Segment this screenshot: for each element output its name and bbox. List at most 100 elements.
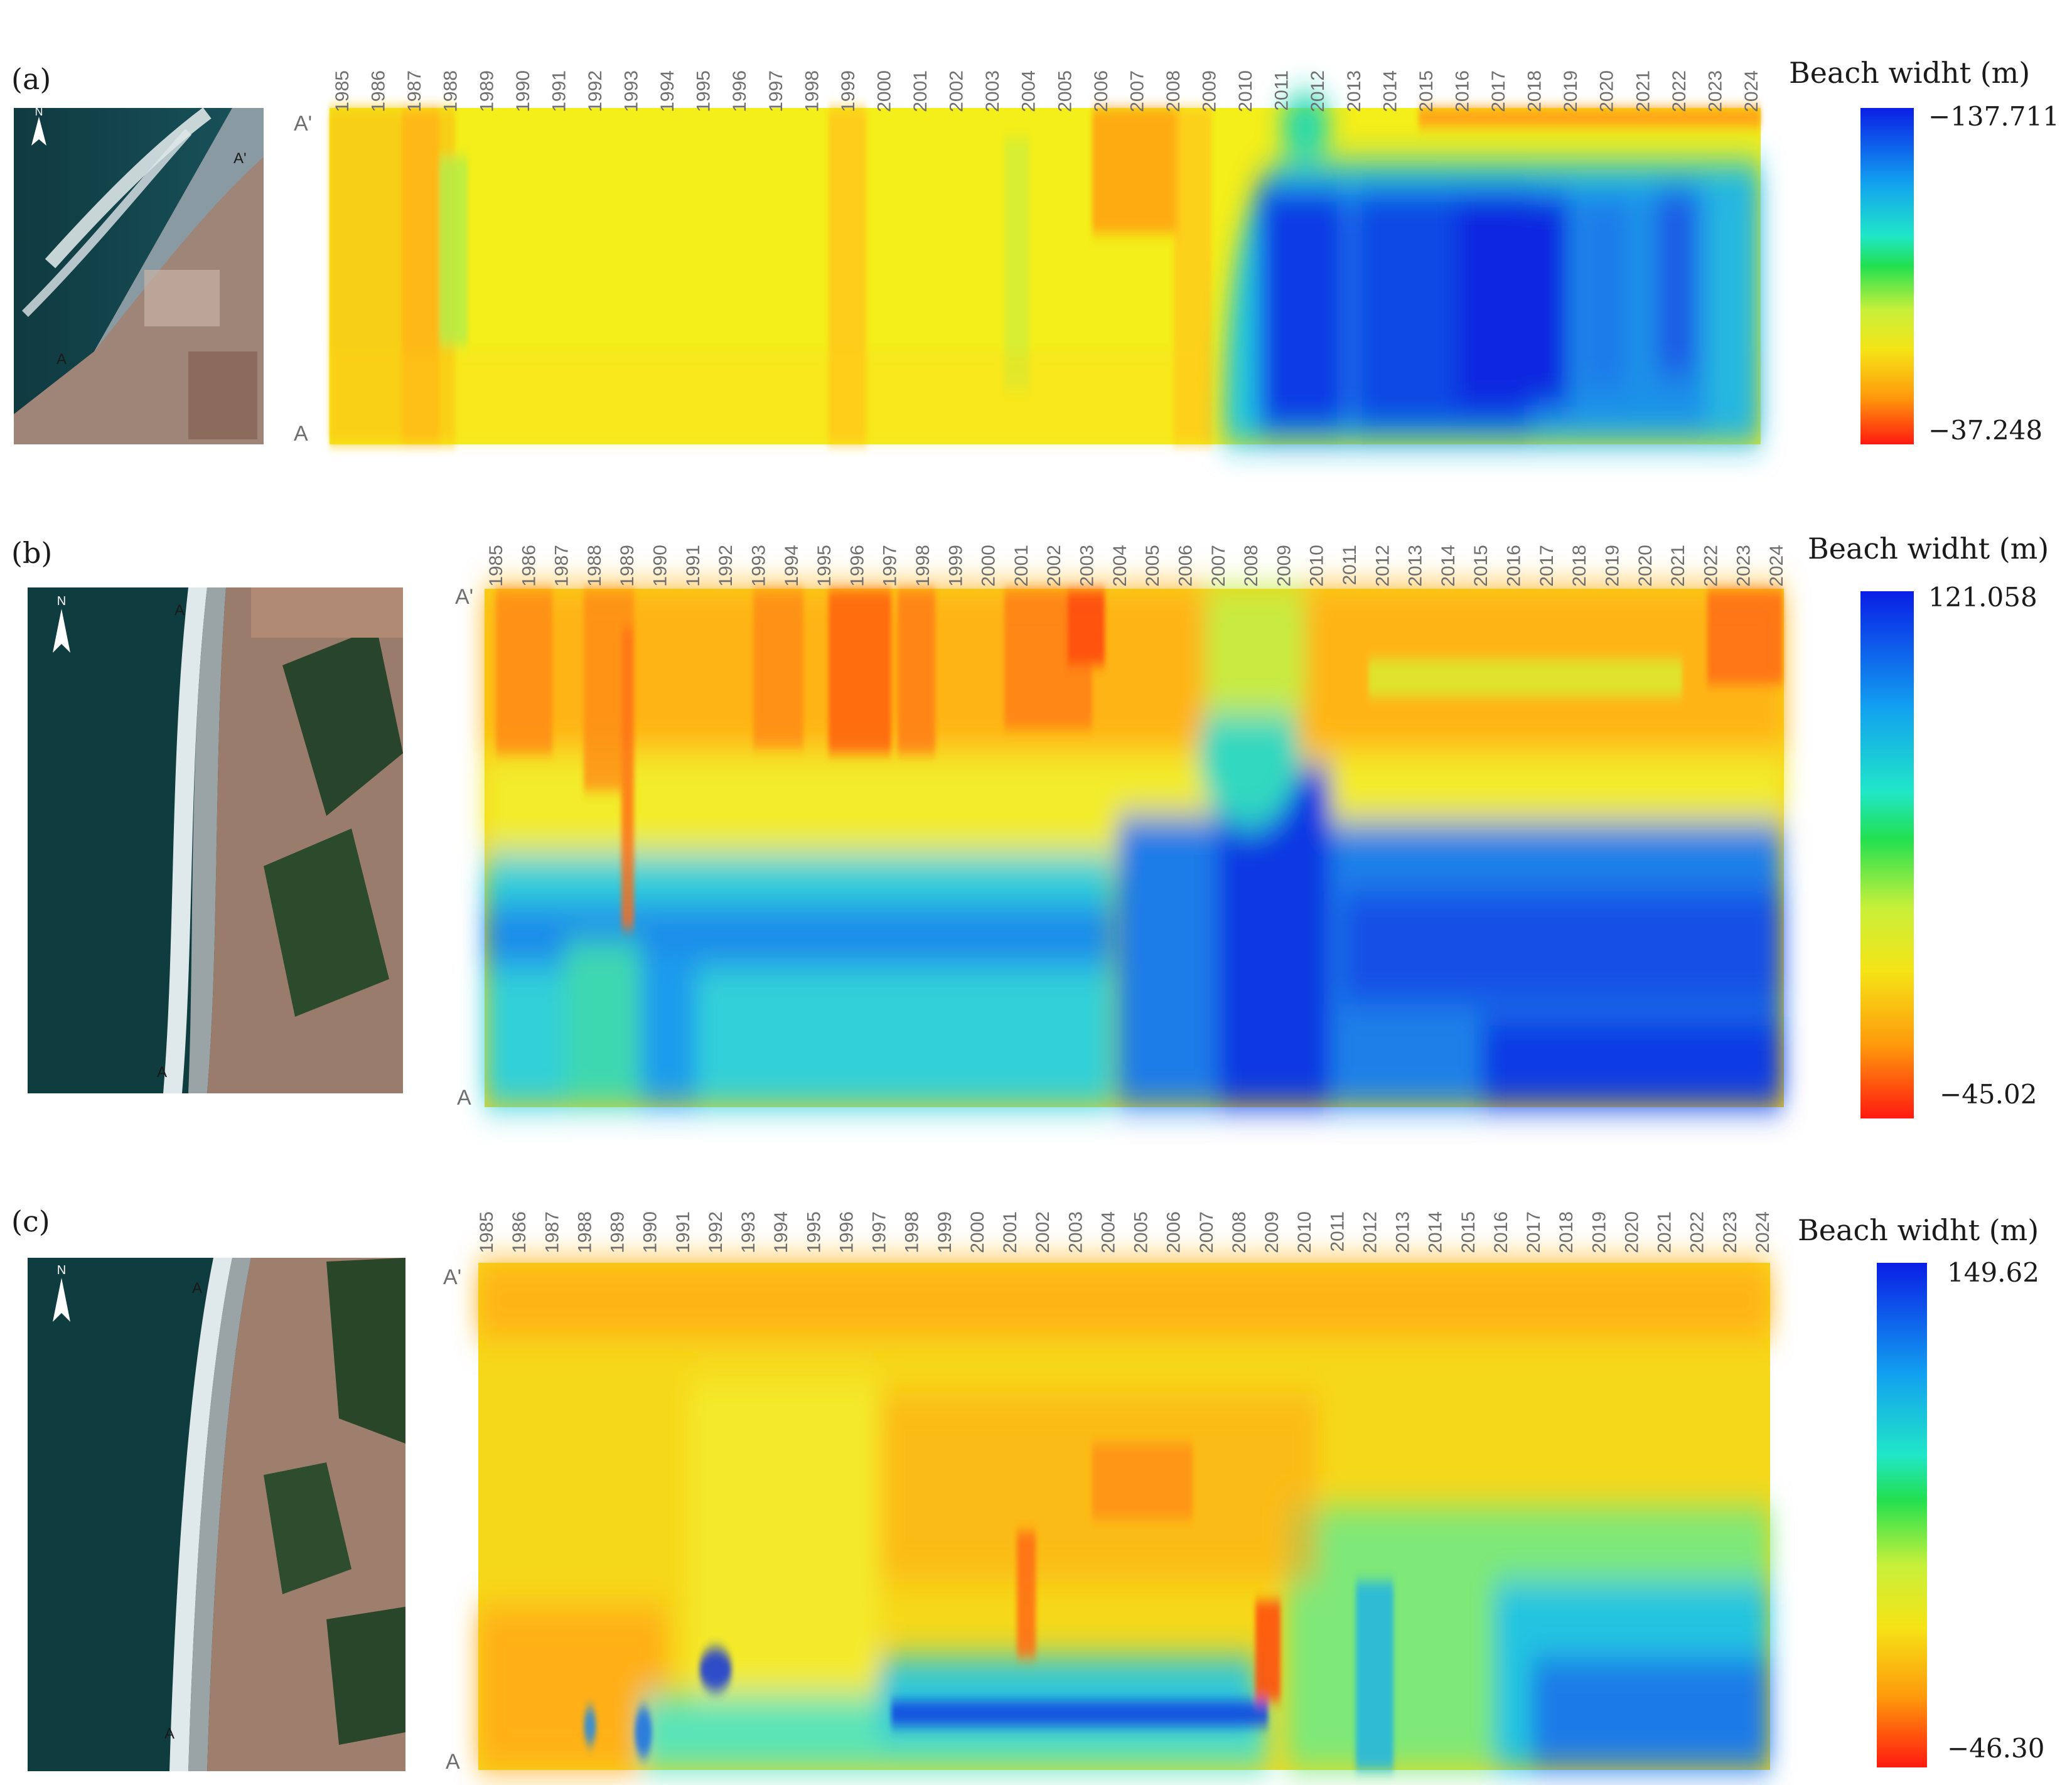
year-tick-label: 2021 <box>1633 70 1653 112</box>
year-tick-label: 1997 <box>766 70 786 112</box>
year-tick-label: 2009 <box>1274 545 1294 587</box>
year-tick-label: 2021 <box>1655 1211 1675 1253</box>
panel-b-year-ticks: 1985 1986 1987 1988 1989 1990 1991 1992 1993 1994… <box>486 545 1787 587</box>
year-tick-label: 1998 <box>913 545 933 587</box>
year-tick-label: 1986 <box>509 1211 530 1253</box>
year-tick-label: 1992 <box>716 545 736 587</box>
year-tick-label: 1985 <box>476 1211 497 1253</box>
year-tick-label: 1990 <box>513 70 534 112</box>
panel-c-label: (c) <box>11 1204 50 1238</box>
year-tick-label: 2017 <box>1488 70 1509 112</box>
year-tick-label: 2016 <box>1491 1211 1511 1253</box>
year-tick-label: 1987 <box>552 545 572 587</box>
year-tick-label: 2024 <box>1766 545 1787 587</box>
map-marker-bottom: A <box>164 1725 174 1742</box>
year-tick-label: 1995 <box>694 70 714 112</box>
year-tick-label: 2016 <box>1452 70 1473 112</box>
year-tick-label: 1993 <box>738 1211 759 1253</box>
year-tick-label: 2019 <box>1589 1211 1609 1253</box>
year-tick-label: 2013 <box>1405 545 1426 587</box>
year-tick-label: 2022 <box>1669 70 1690 112</box>
year-tick-label: 2015 <box>1458 1211 1479 1253</box>
year-tick-label: 1997 <box>869 1211 890 1253</box>
year-tick-label: 1987 <box>542 1211 562 1253</box>
year-tick-label: 1990 <box>650 545 671 587</box>
year-tick-label: 2007 <box>1196 1211 1217 1253</box>
year-tick-label: 2002 <box>1044 545 1065 587</box>
colorbar <box>1860 591 1914 1118</box>
year-tick-label: 1995 <box>814 545 835 587</box>
year-tick-label: 2018 <box>1556 1211 1577 1253</box>
year-tick-label: 1996 <box>729 70 750 112</box>
year-tick-label: 2009 <box>1262 1211 1282 1253</box>
year-tick-label: 1993 <box>748 545 769 587</box>
map-marker-top: A <box>174 602 185 619</box>
year-tick-label: 2020 <box>1621 1211 1642 1253</box>
year-tick-label: 2019 <box>1602 545 1623 587</box>
panel-c: (c) N A A <box>11 1204 2044 1774</box>
year-tick-label: 1990 <box>640 1211 661 1253</box>
year-tick-label: 1998 <box>802 70 822 112</box>
year-tick-label: 1987 <box>404 70 425 112</box>
year-tick-label: 2005 <box>1142 545 1163 587</box>
year-tick-label: 1989 <box>617 545 638 587</box>
year-tick-label: 2009 <box>1200 70 1220 112</box>
north-label: N <box>57 594 66 608</box>
year-tick-label: 2006 <box>1091 70 1112 112</box>
year-tick-label: 2011 <box>1327 1211 1348 1252</box>
year-tick-label: 2013 <box>1393 1211 1414 1253</box>
year-tick-label: 1985 <box>332 70 353 112</box>
year-tick-label: 1988 <box>574 1211 595 1253</box>
year-tick-label: 1992 <box>706 1211 726 1253</box>
panel-c-year-ticks: 1985 1986 1987 1988 1989 1990 1991 1992 1993 1994… <box>476 1211 1773 1253</box>
year-tick-label: 2020 <box>1635 545 1656 587</box>
year-tick-label: 2008 <box>1241 545 1262 587</box>
year-tick-label: 1986 <box>368 70 389 112</box>
year-tick-label: 2012 <box>1360 1211 1380 1253</box>
map-marker-bottom: A <box>157 1064 167 1081</box>
year-tick-label: 1994 <box>657 70 678 112</box>
year-tick-label: 2005 <box>1131 1211 1152 1253</box>
year-tick-label: 2007 <box>1208 545 1229 587</box>
year-tick-label: 1996 <box>836 1211 857 1253</box>
year-tick-label: 1988 <box>441 70 461 112</box>
north-arrow-icon <box>31 117 46 146</box>
year-tick-label: 2012 <box>1307 70 1328 112</box>
colorbar-min: −46.30 <box>1947 1733 2044 1764</box>
year-tick-label: 1989 <box>476 70 497 112</box>
year-tick-label: 2008 <box>1163 70 1184 112</box>
north-arrow-icon <box>53 1278 70 1322</box>
year-tick-label: 2003 <box>982 70 1003 112</box>
year-tick-label: 1993 <box>621 70 642 112</box>
panel-b-label: (b) <box>11 536 52 570</box>
year-tick-label: 1991 <box>683 545 704 587</box>
panel-c-map: N A A <box>28 1258 405 1771</box>
colorbar-title: Beach widht (m) <box>1798 1213 2039 1247</box>
map-marker-bottom: A <box>56 351 67 368</box>
colorbar-min: −37.248 <box>1928 415 2042 446</box>
year-tick-label: 2004 <box>1110 545 1130 587</box>
y-bottom-label: A <box>446 1750 460 1774</box>
year-tick-label: 2022 <box>1687 1211 1708 1253</box>
panel-a-heatmap <box>330 94 1761 444</box>
year-tick-label: 1994 <box>781 545 802 587</box>
year-tick-label: 1986 <box>518 545 539 587</box>
colorbar-title: Beach widht (m) <box>1808 532 2049 566</box>
map-marker-top: A <box>192 1280 202 1297</box>
year-tick-label: 1988 <box>584 545 605 587</box>
colorbar <box>1860 108 1914 444</box>
year-tick-label: 2020 <box>1597 70 1618 112</box>
panel-b: (b) N A A <box>11 532 2049 1118</box>
map-marker-top: A' <box>234 150 247 167</box>
year-tick-label: 2006 <box>1175 545 1196 587</box>
year-tick-label: 1998 <box>902 1211 923 1253</box>
year-tick-label: 1992 <box>585 70 606 112</box>
year-tick-label: 2015 <box>1416 70 1437 112</box>
year-tick-label: 1997 <box>880 545 901 587</box>
year-tick-label: 2006 <box>1164 1211 1184 1253</box>
year-tick-label: 2008 <box>1229 1211 1250 1253</box>
year-tick-label: 2001 <box>1011 545 1032 587</box>
north-arrow-icon <box>53 609 70 653</box>
panel-b-map: N A A <box>28 587 403 1093</box>
colorbar-max: 149.62 <box>1947 1257 2039 1288</box>
